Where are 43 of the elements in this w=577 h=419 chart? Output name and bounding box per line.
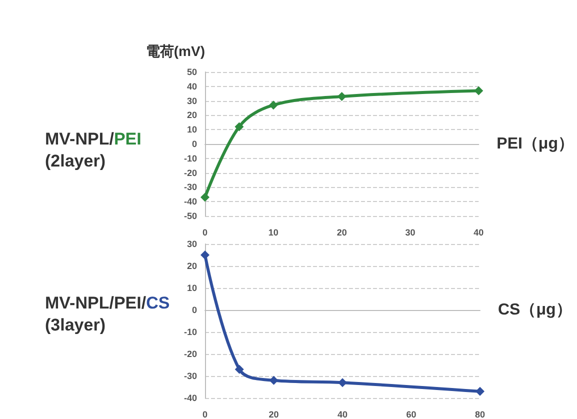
y-tick-label: -20 [184, 168, 197, 178]
x-tick-label: 0 [202, 410, 208, 419]
point [234, 364, 244, 374]
point [269, 376, 278, 385]
y-tick-label: 10 [186, 283, 197, 293]
y-tick-label: -50 [184, 211, 197, 221]
text: MV-NPL/PEI/CS (3layer) [45, 294, 170, 334]
point [337, 92, 346, 101]
point [200, 250, 210, 260]
x-tick-label: 20 [268, 410, 279, 419]
x-axis-title: PEI（μg） [496, 136, 574, 152]
point [338, 378, 347, 388]
x-tick-label: 20 [336, 228, 347, 238]
point [268, 100, 278, 110]
y-tick-label: 10 [186, 124, 197, 135]
y-tick-label: 0 [192, 139, 197, 149]
text: MV-NPL/PEI (2layer) [45, 130, 142, 170]
y-tick-label: -30 [184, 371, 197, 381]
point [234, 122, 244, 132]
y-tick-label: -40 [184, 196, 197, 207]
x-tick-label: 0 [202, 228, 208, 238]
x-tick-label: 10 [268, 228, 278, 238]
y-axis-title: 電荷(mV) [146, 43, 205, 59]
point [476, 386, 484, 396]
y-tick-label: 30 [186, 239, 197, 249]
x-tick-label: 80 [474, 410, 486, 419]
x-tick-label: 40 [337, 410, 348, 419]
x-tick-label: 30 [405, 228, 416, 238]
y-tick-label: -30 [184, 182, 197, 192]
y-tick-label: 20 [186, 261, 197, 271]
y-tick-label: 40 [186, 81, 197, 92]
y-tick-label: -40 [184, 393, 197, 403]
y-tick-label: -20 [184, 349, 197, 359]
x-axis-title: CS（μg） [498, 302, 572, 318]
y-tick-label: 0 [192, 305, 197, 315]
y-tick-label: -10 [184, 153, 197, 164]
y-tick-label: 30 [186, 96, 197, 106]
x-tick-label: 60 [406, 410, 416, 419]
y-tick-label: 20 [186, 110, 197, 120]
x-tick-label: 40 [474, 228, 484, 238]
y-tick-label: -10 [184, 327, 197, 337]
y-tick-label: 50 [186, 67, 197, 77]
point [200, 192, 210, 202]
